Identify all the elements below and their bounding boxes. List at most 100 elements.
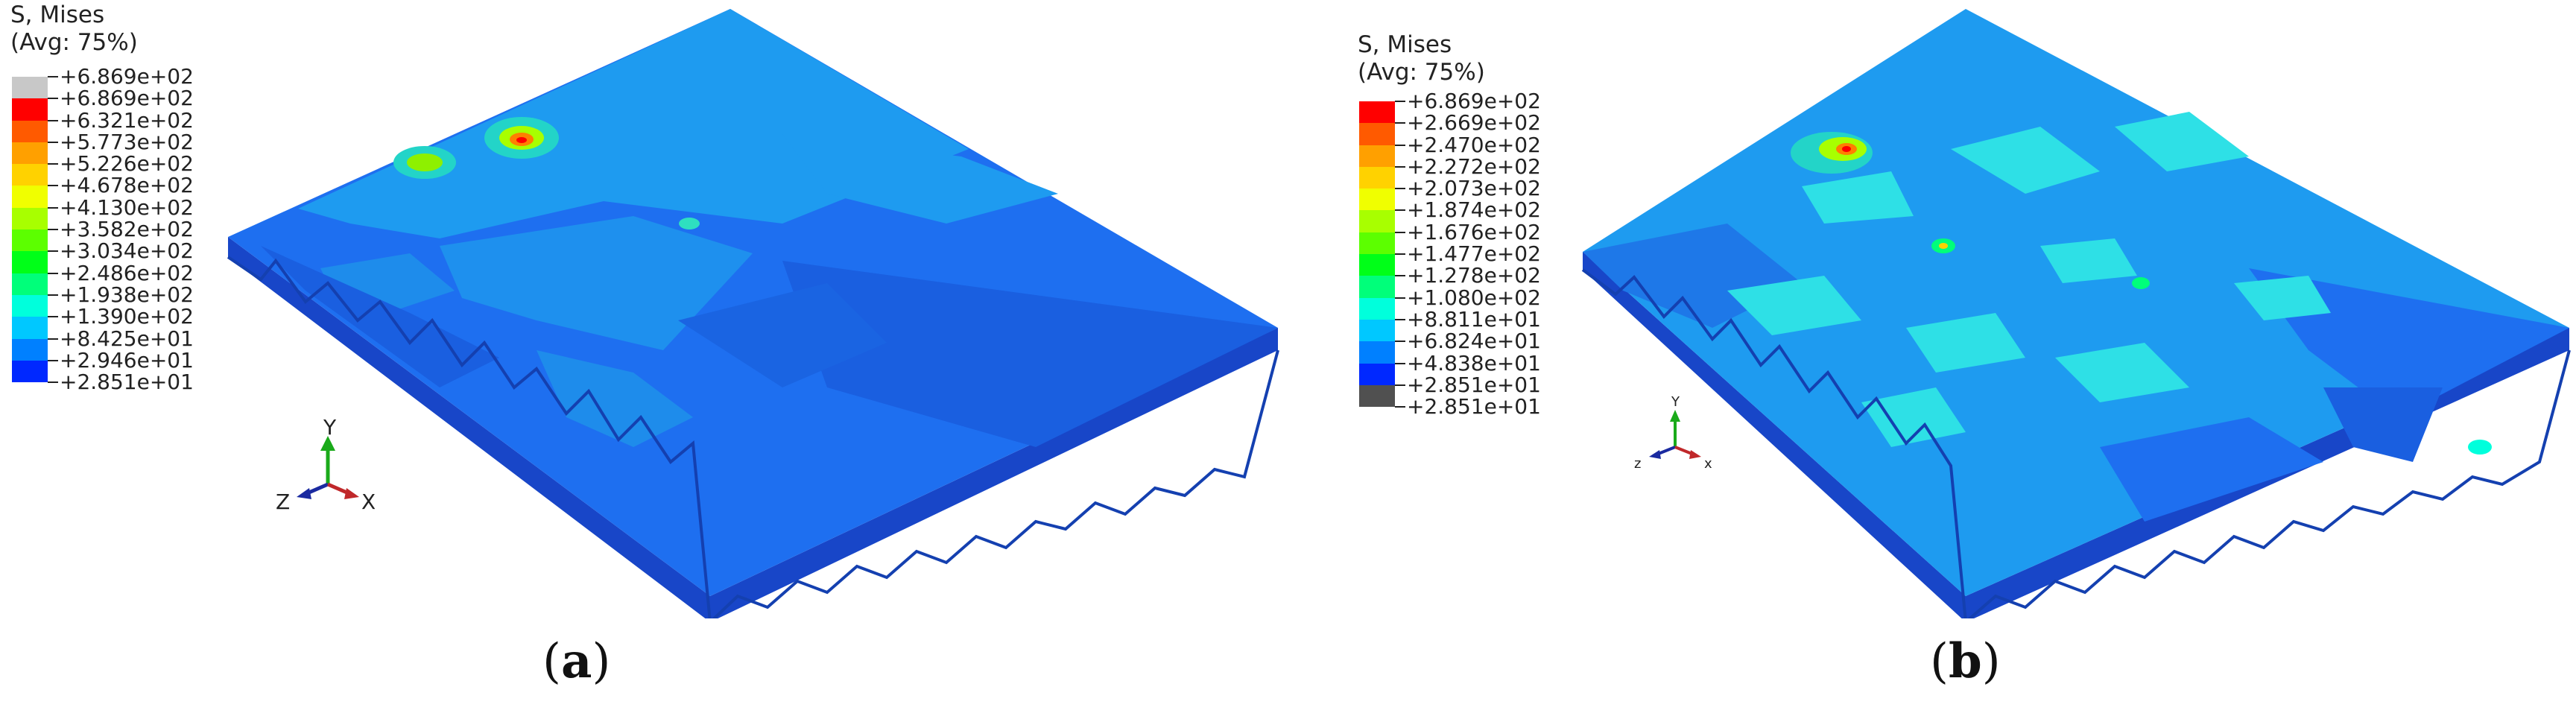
stress-hotspot xyxy=(516,137,527,143)
legend-value-label: +1.477e+02 xyxy=(1407,241,1541,267)
x-axis-arrowhead xyxy=(1689,450,1701,459)
legend-value-label: +3.034e+02 xyxy=(60,238,194,264)
legend-tick xyxy=(48,229,58,231)
caption-b: (b) xyxy=(1930,633,2001,689)
legend-title-quantity: S, Mises xyxy=(10,1,105,28)
legend-value-label: +6.824e+01 xyxy=(1407,329,1541,354)
legend-tick xyxy=(48,185,58,187)
panel-b: S, Mises (Avg: 75%) +6.869e+02 +2.669e+02… xyxy=(1288,0,2576,722)
legend-tick xyxy=(1395,231,1405,233)
legend-tick xyxy=(1395,188,1405,190)
legend-color-swatch xyxy=(1359,254,1395,276)
legend-color-swatch xyxy=(1359,341,1395,364)
legend-color-swatch xyxy=(1359,189,1395,211)
legend-tick xyxy=(1395,209,1405,212)
legend-color-swatch xyxy=(1359,363,1395,385)
legend-value-label: +2.073e+02 xyxy=(1407,176,1541,201)
legend-value-label: +6.869e+02 xyxy=(60,64,194,89)
legend-title-quantity: S, Mises xyxy=(1358,31,1452,58)
legend-color-swatch xyxy=(1359,276,1395,298)
legend-tick xyxy=(1395,253,1405,256)
mesh-jagged-edge xyxy=(1581,268,2571,618)
legend-tick xyxy=(1395,362,1405,364)
contour-region xyxy=(1727,276,1861,335)
mises-stress-contour-plot xyxy=(227,9,1279,618)
legend-value-label: +1.676e+02 xyxy=(1407,219,1541,244)
stress-hotspot xyxy=(1939,243,1948,249)
contour-region xyxy=(261,246,499,387)
contour-region xyxy=(2249,268,2569,417)
contour-region xyxy=(1802,171,1914,224)
legend-value-label: +2.486e+02 xyxy=(60,260,194,285)
contour-region xyxy=(298,9,969,238)
legend-color-swatch xyxy=(1359,145,1395,167)
legend-value-label: +5.226e+02 xyxy=(60,151,194,177)
legend-color-swatch xyxy=(1359,232,1395,255)
legend-tick xyxy=(1395,165,1405,168)
legend-tick xyxy=(1395,384,1405,386)
contour-region xyxy=(2323,387,2443,462)
legend-value-label: +4.838e+01 xyxy=(1407,350,1541,376)
legend-color-swatch xyxy=(12,317,48,339)
legend-color-swatch xyxy=(12,186,48,208)
contour-region xyxy=(782,134,1058,224)
legend-color-swatch xyxy=(1359,123,1395,145)
z-axis-arrowhead xyxy=(297,488,311,499)
legend-tick xyxy=(48,206,58,209)
z-axis-label: z xyxy=(1634,456,1641,472)
contour-region xyxy=(2234,276,2331,320)
legend-value-label: +6.869e+02 xyxy=(1407,89,1541,113)
legend-tick xyxy=(48,338,58,340)
legend-value-label: +2.272e+02 xyxy=(1407,153,1541,179)
legend-tick xyxy=(1395,297,1405,299)
y-axis-label: Y xyxy=(323,415,337,440)
x-axis-label: x xyxy=(1704,456,1712,472)
legend-value-label: +1.874e+02 xyxy=(1407,197,1541,223)
contour-region xyxy=(2040,238,2137,283)
legend-tick xyxy=(48,163,58,165)
mesh-jagged-edge xyxy=(227,256,1279,618)
legend-color-swatch xyxy=(12,229,48,252)
legend-tick xyxy=(48,250,58,253)
contour-region xyxy=(1861,387,1966,447)
legend-tick xyxy=(1395,275,1405,277)
legend-color-swatch xyxy=(1359,297,1395,320)
legend-color-swatch xyxy=(12,360,48,383)
legend-tick xyxy=(48,316,58,318)
stress-hotspot xyxy=(407,153,443,171)
legend-tick xyxy=(48,272,58,274)
legend-tick xyxy=(48,294,58,296)
legend-tick xyxy=(1395,101,1405,102)
legend-title-averaging: (Avg: 75%) xyxy=(1358,59,1485,86)
legend-value-label: +2.669e+02 xyxy=(1407,110,1541,136)
legend-color-swatch xyxy=(12,164,48,186)
stress-hotspot xyxy=(2132,277,2150,289)
y-axis-arrowhead xyxy=(320,436,335,451)
contour-region xyxy=(678,283,887,387)
x-axis-arrowhead xyxy=(344,488,359,499)
legend-value-label: +1.278e+02 xyxy=(1407,263,1541,288)
legend-value-label: +3.582e+02 xyxy=(60,217,194,242)
legend-tick xyxy=(1395,122,1405,124)
legend-value-label: +2.946e+01 xyxy=(60,347,194,373)
legend-value-label: +2.470e+02 xyxy=(1407,132,1541,157)
legend-title: S, Mises (Avg: 75%) xyxy=(10,1,138,57)
legend-value-label: +8.425e+01 xyxy=(60,326,194,351)
legend-value-label: +2.851e+01 xyxy=(1407,394,1541,419)
contour-region xyxy=(2100,417,2323,522)
legend-color-swatch xyxy=(1359,101,1395,124)
legend-value-label: +1.390e+02 xyxy=(60,304,194,329)
axis-triad: Y Z X xyxy=(276,415,376,514)
legend-color-swatch xyxy=(12,77,48,99)
legend-color-swatch xyxy=(12,98,48,121)
legend-color-swatch xyxy=(12,207,48,230)
legend-color-swatch xyxy=(1359,210,1395,232)
contour-region xyxy=(1906,313,2025,373)
legend-value-label: +2.851e+01 xyxy=(60,370,194,395)
legend-tick xyxy=(48,359,58,361)
contour-region xyxy=(440,216,753,350)
panel-a: S, Mises (Avg: 75%) +6.869e+02 +6.869e+02… xyxy=(10,1,1279,689)
mises-stress-contour-plot xyxy=(1581,9,2571,618)
y-axis-arrowhead xyxy=(1670,410,1680,422)
legend-color-swatch xyxy=(1359,319,1395,342)
